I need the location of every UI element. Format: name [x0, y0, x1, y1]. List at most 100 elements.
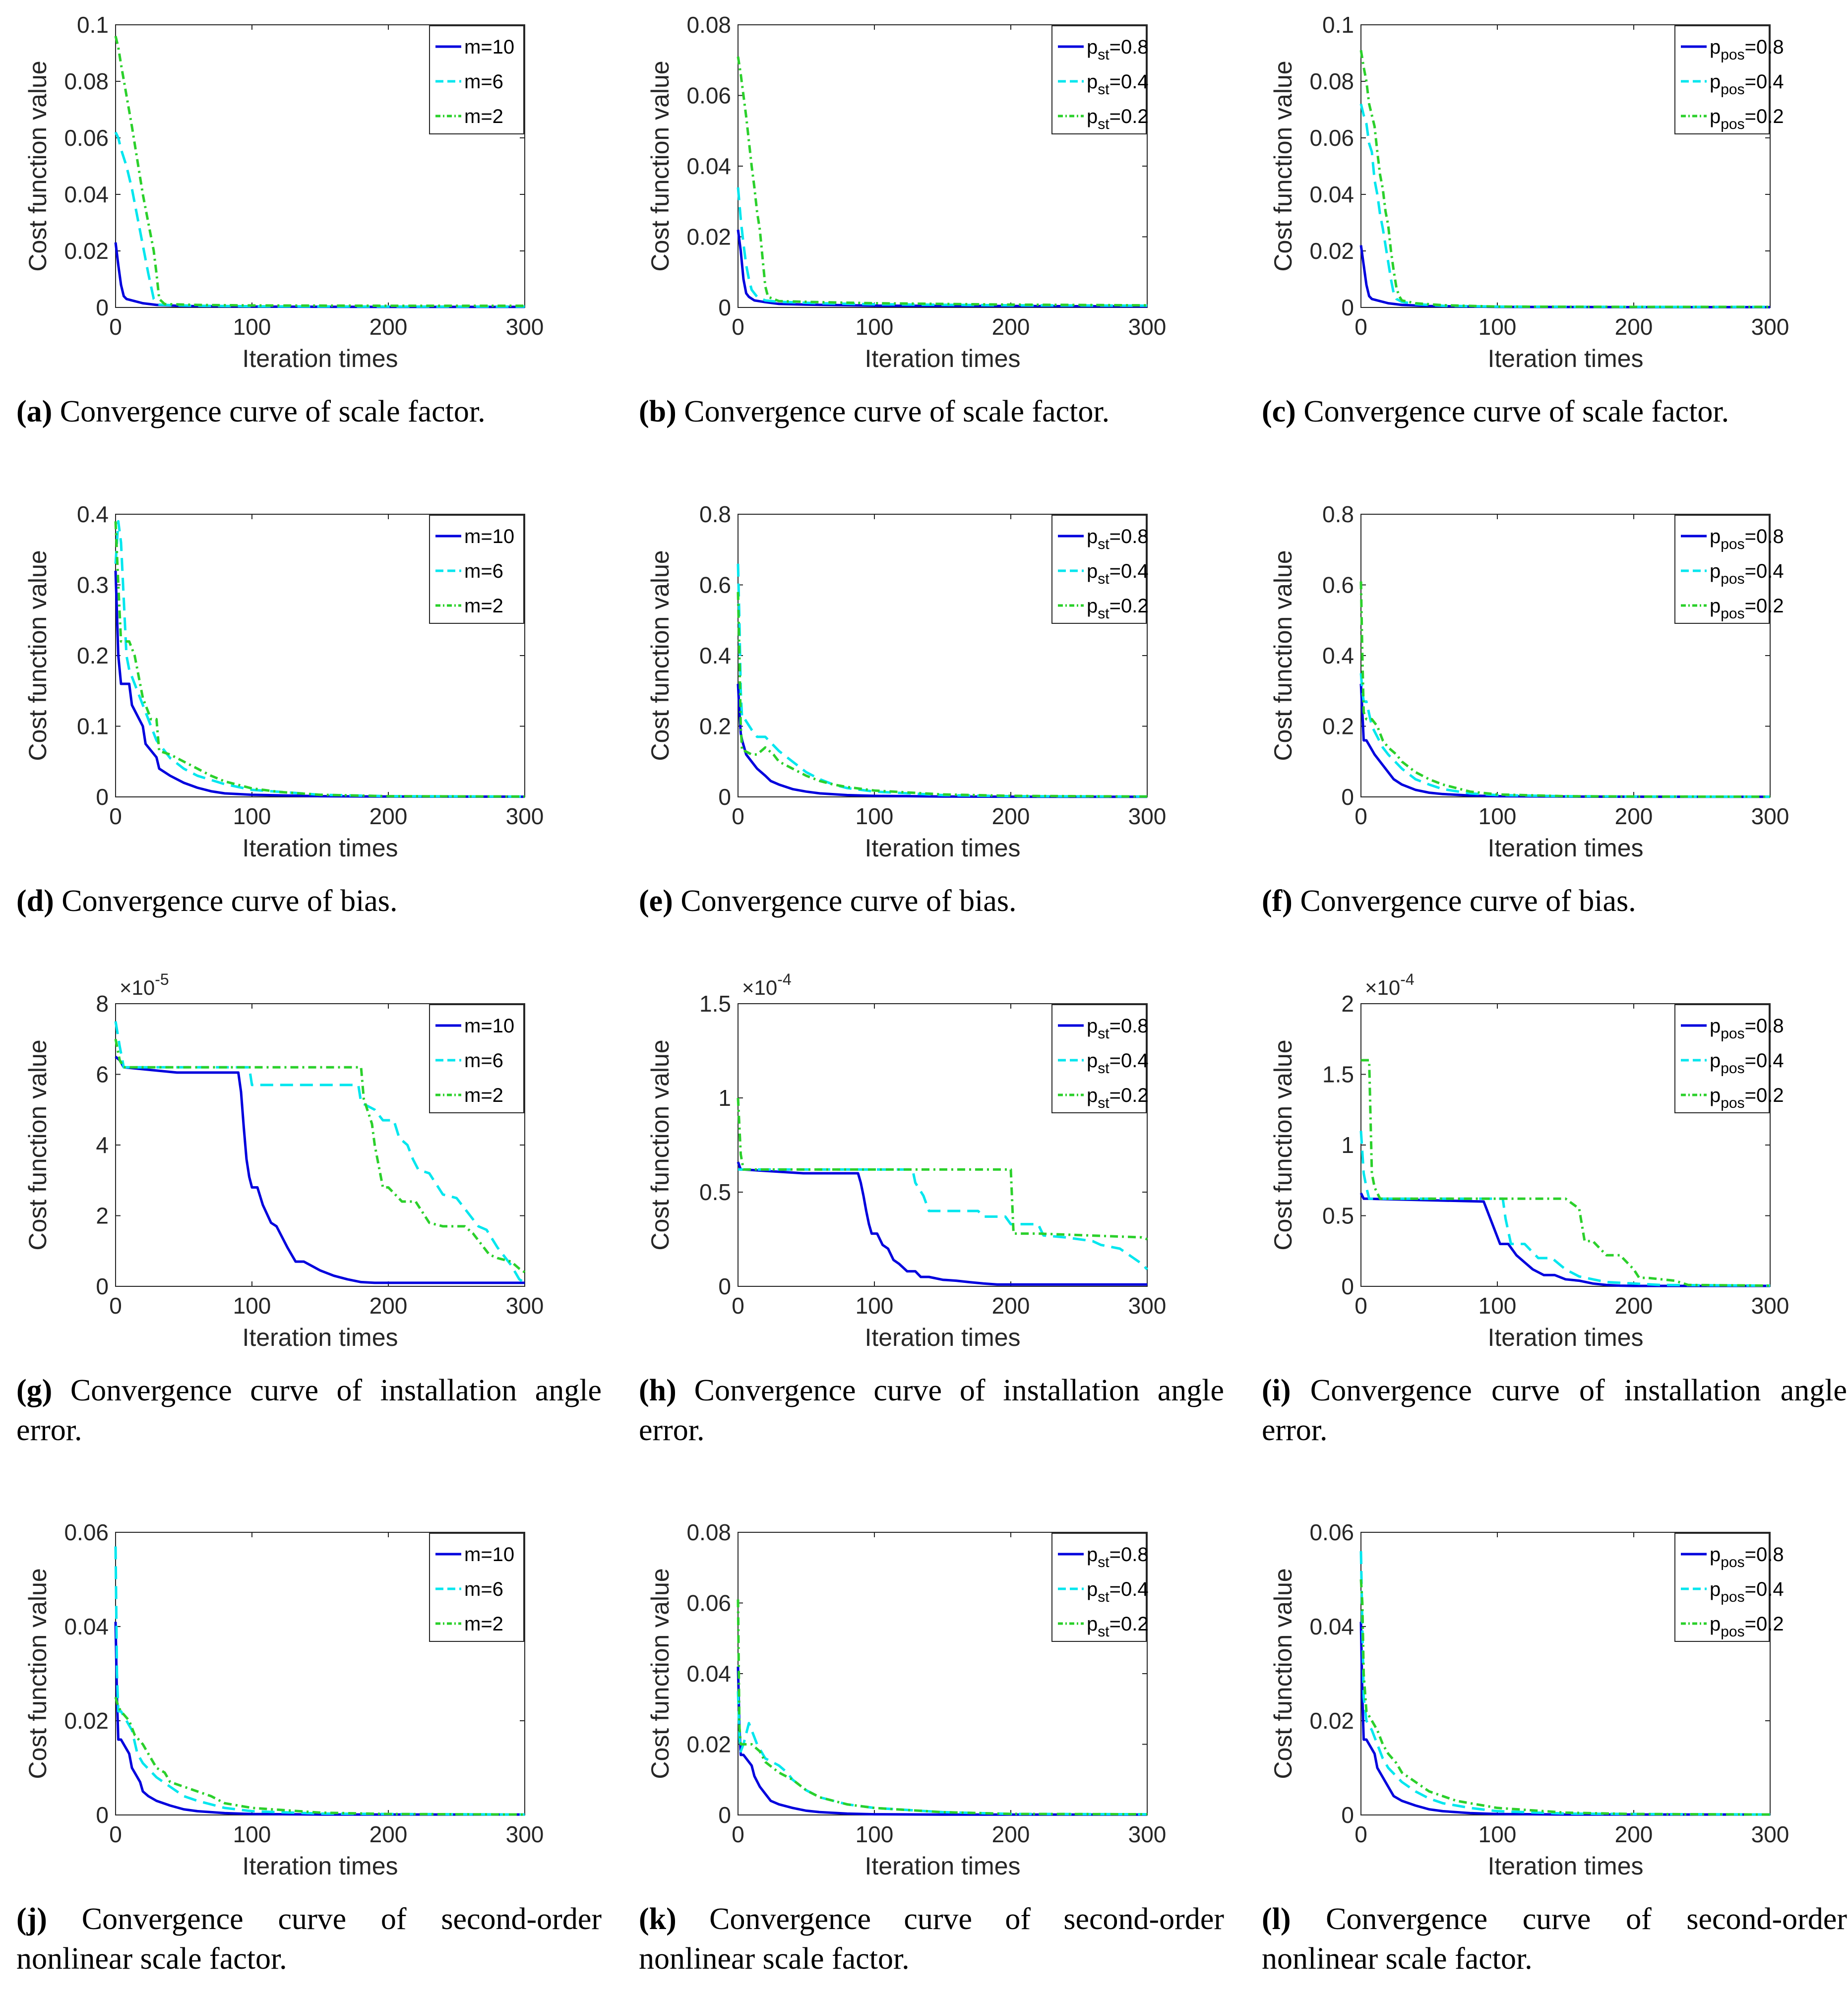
x-tick-label: 200 [992, 314, 1030, 340]
legend-label-3: m=2 [464, 595, 503, 617]
series-line-2 [738, 1168, 1148, 1270]
y-tick-label: 0.08 [686, 1519, 731, 1545]
chart-k: 0 100 200 300 0 0.02 0.04 0.06 0.08 Iteration tim… [646, 1519, 1166, 1880]
legend-label-suffix: =0.2 [1109, 595, 1149, 617]
caption-c: (c) Convergence curve of scale factor. [1262, 392, 1847, 431]
legend-label-1: m=10 [464, 1015, 514, 1037]
y-tick-label: 0.08 [1309, 68, 1354, 94]
caption-l: (l) Convergence curve of second-order no… [1262, 1899, 1847, 1979]
chart-e: 0 100 200 300 0 0.2 0.4 0.6 0.8 Iteration times Co… [646, 501, 1166, 862]
series-line-3 [737, 592, 1148, 798]
caption-letter: (g) [16, 1374, 53, 1407]
legend-label-3: pst=0.2 [1087, 106, 1149, 132]
x-tick-label: 200 [370, 1821, 408, 1847]
caption-text: Convergence curve of installation angle … [1262, 1374, 1847, 1447]
y-tick-label: 0.04 [64, 181, 109, 207]
legend-label-base: p [1087, 1544, 1098, 1566]
y-axis-label: Cost function value [24, 1568, 52, 1779]
series-line-2 [1359, 1131, 1771, 1287]
legend-label-3: ppos=0.2 [1710, 1085, 1784, 1111]
chart-f: 0 100 200 300 0 0.2 0.4 0.6 0.8 Iteration times Co… [1269, 501, 1789, 862]
y-tick-label: 0.06 [64, 1519, 109, 1545]
legend-label-suffix: =0.2 [1745, 595, 1784, 617]
caption-letter: (i) [1262, 1374, 1291, 1407]
legend-box [429, 1533, 524, 1642]
x-tick-label: 0 [1355, 1821, 1367, 1847]
legend-label-sub: pos [1721, 1060, 1744, 1077]
series-line-1 [737, 1666, 1147, 1816]
x-axis-label: Iteration times [1487, 1324, 1643, 1351]
y-tick-label: 0.1 [1322, 12, 1354, 38]
legend-label-suffix: =0.8 [1745, 36, 1784, 58]
caption-letter: (k) [639, 1902, 677, 1936]
legend-label-1: pst=0.8 [1087, 526, 1149, 552]
legend-label-sub: pos [1721, 116, 1744, 132]
legend-label-2: m=6 [464, 1050, 503, 1072]
legend-label-suffix: =0.4 [1109, 1578, 1149, 1600]
caption-letter: (j) [16, 1902, 47, 1936]
y-tick-label: 0.04 [686, 1661, 731, 1687]
legend-label-base: p [1087, 1578, 1098, 1600]
series-line-3 [114, 36, 525, 307]
legend-label-suffix: =0.4 [1109, 560, 1149, 582]
legend-label-2: ppos=0.4 [1710, 560, 1784, 587]
caption-e: (e) Convergence curve of bias. [639, 881, 1224, 921]
caption-text: Convergence curve of installation angle … [639, 1374, 1224, 1447]
legend-label-3: ppos=0.2 [1710, 106, 1784, 132]
x-tick-label: 200 [992, 803, 1030, 829]
x-axis-label: Iteration times [242, 1852, 398, 1880]
legend-label-suffix: =0.4 [1745, 71, 1784, 93]
caption-a: (a) Convergence curve of scale factor. [16, 392, 602, 431]
y-axis-label: Cost function value [1269, 550, 1297, 761]
caption-letter: (e) [639, 884, 673, 918]
legend-label-sub: pos [1721, 1589, 1744, 1605]
caption-g: (g) Convergence curve of installation an… [16, 1371, 602, 1450]
y-tick-label: 6 [96, 1062, 109, 1087]
legend-label-suffix: =0.2 [1745, 1613, 1784, 1635]
legend-label-base: p [1710, 1578, 1721, 1600]
legend-label-sub: pos [1721, 1554, 1744, 1570]
chart-g: 0 100 200 300 0 2 4 6 8 ×10-5 Iteration times Cost … [24, 970, 544, 1351]
x-tick-label: 300 [506, 803, 544, 829]
x-tick-label: 100 [1478, 1821, 1517, 1847]
caption-text: Convergence curve of second-order nonlin… [639, 1902, 1224, 1976]
legend-box [1674, 515, 1770, 624]
y-tick-label: 0.3 [77, 572, 109, 598]
x-tick-label: 200 [370, 1293, 408, 1319]
legend-label-sub: pos [1721, 47, 1744, 63]
series-line-1 [1359, 1622, 1770, 1816]
caption-text: Convergence curve of bias. [1292, 884, 1636, 918]
y-tick-label: 0 [96, 295, 109, 320]
x-tick-label: 200 [1615, 803, 1653, 829]
axis-exponent-power: -4 [777, 970, 791, 988]
axis-exponent-power: -4 [1400, 970, 1414, 988]
legend-label-sub: pos [1721, 1624, 1744, 1640]
legend-label-2: m=6 [464, 1578, 503, 1600]
x-tick-label: 200 [1615, 314, 1653, 340]
x-tick-label: 300 [1128, 1293, 1167, 1319]
series-line-2 [114, 131, 525, 308]
legend-label-base: p [1087, 1613, 1098, 1635]
legend-label-2: pst=0.4 [1087, 71, 1149, 98]
legend-label-1: pst=0.8 [1087, 36, 1149, 63]
x-tick-label: 0 [109, 1293, 122, 1319]
y-tick-label: 0.8 [699, 501, 731, 527]
y-tick-label: 0 [718, 784, 731, 810]
x-axis-label: Iteration times [1487, 1852, 1643, 1880]
chart-h: 0 100 200 300 0 0.5 1 1.5 ×10-4 Iteration times Co… [646, 970, 1166, 1351]
legend-box [429, 25, 524, 134]
legend-label-base: p [1710, 106, 1721, 127]
series-line-1 [114, 570, 525, 798]
legend-label-base: p [1710, 1544, 1721, 1566]
legend-label-2: m=6 [464, 71, 503, 93]
y-tick-label: 0.02 [1309, 238, 1354, 264]
y-tick-label: 0 [1341, 1273, 1354, 1299]
y-tick-label: 0.2 [77, 643, 109, 668]
caption-j: (j) Convergence curve of second-order no… [16, 1899, 602, 1979]
caption-letter: (a) [16, 395, 53, 428]
y-tick-label: 8 [96, 991, 109, 1017]
series-line-1 [737, 1161, 1147, 1286]
legend-label-sub: st [1098, 536, 1109, 552]
